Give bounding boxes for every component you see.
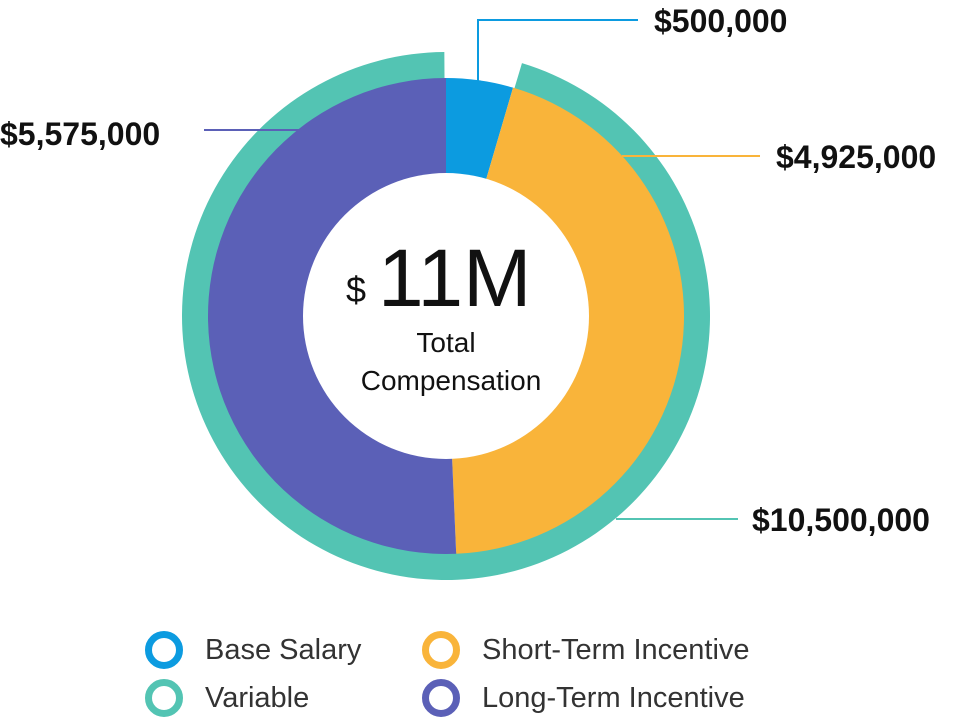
compensation-donut-chart: $ 11M Total Compensation $500,000 $4,925… [0, 3, 936, 581]
legend-item-long-term-incentive: Long-Term Incentive [422, 678, 745, 718]
legend-label: Variable [205, 681, 310, 714]
legend-item-variable: Variable [145, 678, 309, 718]
center-label-line1: Total [416, 327, 475, 358]
center-total-value: 11M [378, 233, 531, 324]
leader-lines [204, 19, 760, 520]
legend-label: Short-Term Incentive [482, 633, 750, 666]
center-hole [303, 173, 589, 459]
legend-label: Long-Term Incentive [482, 681, 745, 714]
base-salary-ring-icon [145, 631, 183, 669]
label-base-salary: $500,000 [654, 3, 787, 39]
legend-item-short-term-incentive: Short-Term Incentive [422, 630, 750, 670]
legend: Base Salary Short-Term Incentive Variabl… [140, 624, 840, 717]
legend-item-base-salary: Base Salary [145, 630, 361, 670]
legend-label: Base Salary [205, 633, 362, 666]
label-variable: $10,500,000 [752, 502, 930, 538]
long-term-incentive-ring-icon [422, 679, 460, 717]
label-long-term-incentive: $5,575,000 [0, 116, 160, 152]
leader-base-salary [477, 19, 638, 86]
label-short-term-incentive: $4,925,000 [776, 139, 936, 175]
short-term-incentive-ring-icon [422, 631, 460, 669]
center-currency: $ [346, 269, 366, 310]
variable-ring-icon [145, 679, 183, 717]
center-label-line2: Compensation [361, 365, 542, 396]
